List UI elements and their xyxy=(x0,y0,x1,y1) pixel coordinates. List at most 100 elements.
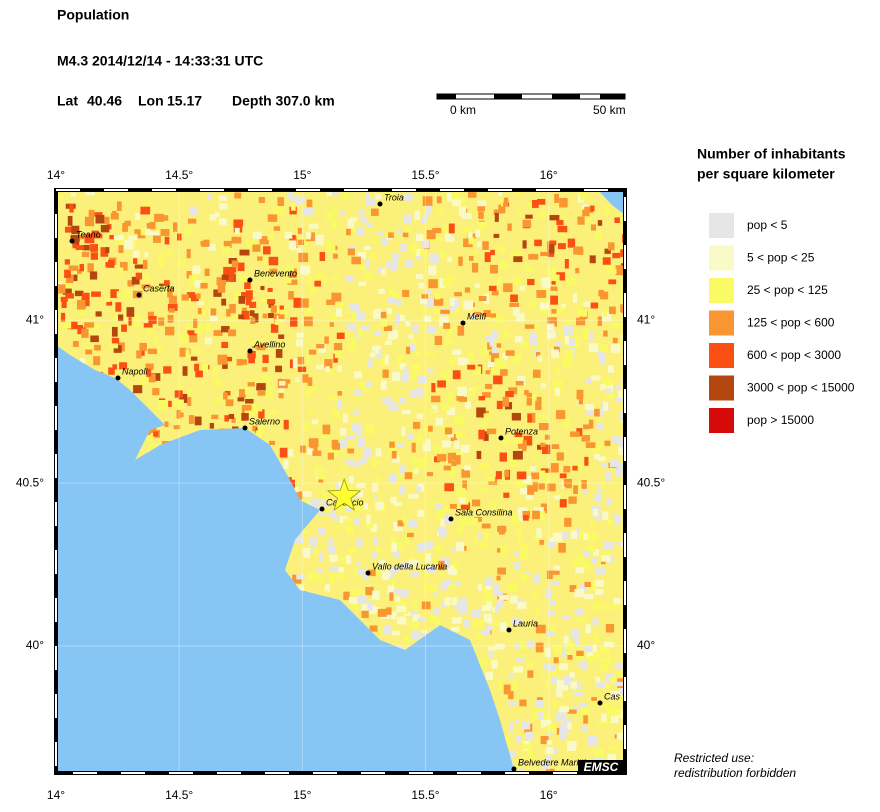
density-cell xyxy=(609,677,619,684)
density-cell xyxy=(485,671,493,681)
density-cell xyxy=(508,387,518,395)
density-cell xyxy=(330,313,338,320)
density-cell xyxy=(287,279,298,285)
density-cell xyxy=(553,645,562,655)
density-cell xyxy=(414,349,421,357)
density-cell xyxy=(587,532,598,541)
density-cell xyxy=(404,635,409,643)
density-cell xyxy=(425,425,430,432)
density-cell xyxy=(576,317,586,326)
density-cell xyxy=(584,216,592,222)
density-cell xyxy=(188,275,195,285)
density-cell xyxy=(365,523,374,529)
density-cell xyxy=(468,255,474,261)
density-cell xyxy=(527,414,532,423)
density-cell xyxy=(318,528,326,536)
legend-title: Number of inhabitants xyxy=(697,146,846,162)
density-cell xyxy=(100,224,110,233)
density-cell xyxy=(115,302,122,312)
density-cell xyxy=(204,337,212,345)
density-cell xyxy=(135,272,143,280)
density-cell xyxy=(517,601,527,610)
density-cell xyxy=(471,313,477,320)
density-cell xyxy=(487,617,493,624)
density-cell xyxy=(557,225,568,233)
density-cell xyxy=(178,259,186,266)
density-cell xyxy=(336,332,345,340)
density-cell xyxy=(523,743,533,750)
density-cell xyxy=(204,268,210,277)
density-cell xyxy=(467,364,476,370)
density-cell xyxy=(602,309,608,317)
density-cell xyxy=(307,448,314,455)
density-cell xyxy=(400,373,410,383)
density-cell xyxy=(545,681,550,689)
density-cell xyxy=(572,557,581,566)
density-cell xyxy=(387,585,395,595)
density-cell xyxy=(600,291,609,300)
density-cell xyxy=(503,283,513,293)
density-cell xyxy=(362,385,371,392)
density-cell xyxy=(64,269,71,278)
density-cell xyxy=(288,291,294,300)
density-cell xyxy=(221,246,231,253)
density-cell xyxy=(515,480,524,488)
density-cell xyxy=(83,244,90,251)
density-cell xyxy=(286,192,294,198)
density-cell xyxy=(361,388,366,395)
density-cell xyxy=(94,344,101,351)
legend: pop < 5 5 < pop < 25 25 < pop < 125 125 < p… xyxy=(709,213,855,433)
density-cell xyxy=(392,550,401,558)
density-cell xyxy=(139,377,149,383)
density-cell xyxy=(176,409,181,419)
density-cell xyxy=(355,502,365,511)
density-cell xyxy=(501,361,508,368)
density-cell xyxy=(128,235,137,241)
legend-swatch xyxy=(709,375,734,401)
density-cell xyxy=(576,653,584,661)
density-cell xyxy=(223,392,228,400)
density-cell xyxy=(348,245,355,250)
density-cell xyxy=(468,190,477,198)
density-cell xyxy=(167,314,174,323)
city-label: Caserta xyxy=(143,283,175,293)
density-cell xyxy=(417,375,427,384)
density-cell xyxy=(614,385,622,391)
density-cell xyxy=(223,266,233,275)
density-cell xyxy=(132,250,140,258)
density-cell xyxy=(139,342,147,351)
density-cell xyxy=(119,267,124,277)
density-cell xyxy=(324,359,333,369)
density-cell xyxy=(575,268,580,274)
density-cell xyxy=(135,213,140,221)
density-cell xyxy=(581,435,591,442)
density-cell xyxy=(160,229,170,237)
density-cell xyxy=(458,206,467,216)
density-cell xyxy=(491,290,499,296)
density-cell xyxy=(362,448,372,458)
density-cell xyxy=(119,261,128,271)
density-cell xyxy=(413,421,421,429)
density-cell xyxy=(400,243,407,252)
density-cell xyxy=(594,513,601,521)
density-cell xyxy=(531,595,536,601)
density-cell xyxy=(356,483,366,488)
density-cell xyxy=(593,508,599,517)
density-cell xyxy=(460,444,470,453)
density-cell xyxy=(499,452,508,462)
density-cell xyxy=(567,338,576,346)
density-cell xyxy=(118,238,126,246)
city-dot xyxy=(69,238,75,244)
density-cell xyxy=(303,207,314,216)
density-cell xyxy=(87,263,94,273)
density-cell xyxy=(290,317,298,327)
density-cell xyxy=(353,518,361,525)
density-cell xyxy=(356,538,363,548)
density-cell xyxy=(574,637,580,646)
x-tick-label: 16° xyxy=(540,168,558,182)
density-cell xyxy=(449,297,459,308)
density-cell xyxy=(472,499,481,507)
density-cell xyxy=(459,514,468,525)
density-cell xyxy=(288,268,297,278)
density-cell xyxy=(540,468,550,473)
